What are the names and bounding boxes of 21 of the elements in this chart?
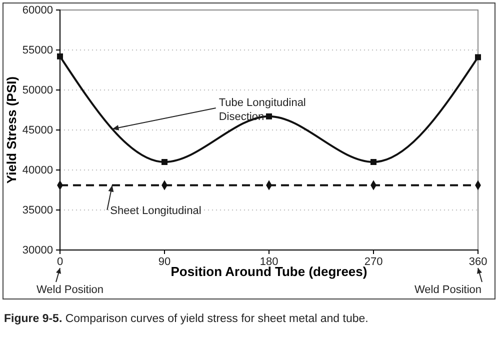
y-axis-title: Yield Stress (PSI) bbox=[4, 76, 19, 184]
x-tick-label: 360 bbox=[468, 256, 488, 268]
y-tick-label: 55000 bbox=[22, 44, 53, 57]
point bbox=[57, 53, 63, 60]
y-tick-label: 50000 bbox=[22, 84, 53, 97]
text: Weld Position bbox=[414, 284, 482, 296]
series-label: Tube Longitudinal Disection bbox=[218, 97, 306, 123]
y-tick-label: 60000 bbox=[22, 4, 53, 17]
y-tick-label: 35000 bbox=[22, 204, 53, 217]
point bbox=[162, 159, 168, 165]
caption: Figure 9-5. Comparison curves of yield stress for sheet metal and tube. bbox=[4, 313, 368, 325]
y-tick-label: 30000 bbox=[22, 244, 53, 257]
y-tick-label: 40000 bbox=[22, 164, 53, 177]
x-tick-label: 0 bbox=[56, 256, 64, 268]
x-tick-label: 90 bbox=[158, 256, 171, 268]
point bbox=[370, 159, 376, 165]
point bbox=[266, 113, 272, 120]
series-label: Sheet Longitudinal bbox=[110, 205, 202, 217]
y-tick-label: 45000 bbox=[22, 124, 53, 137]
text: Weld Position bbox=[36, 284, 104, 296]
point bbox=[475, 54, 481, 60]
